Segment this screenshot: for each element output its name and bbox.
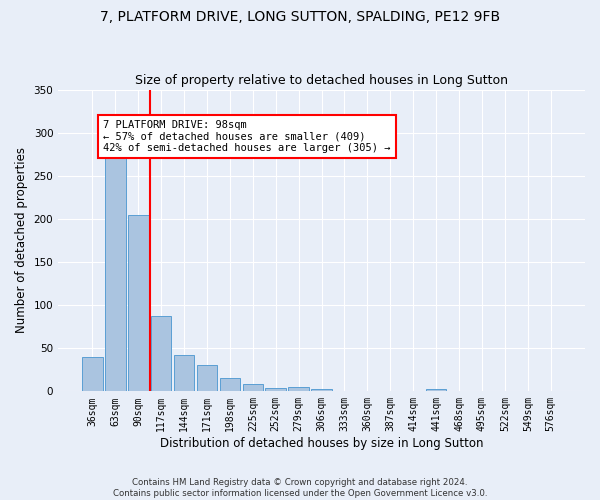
Text: 7, PLATFORM DRIVE, LONG SUTTON, SPALDING, PE12 9FB: 7, PLATFORM DRIVE, LONG SUTTON, SPALDING…: [100, 10, 500, 24]
Bar: [311, 388, 332, 392]
Bar: [220, 378, 240, 392]
Text: Contains HM Land Registry data © Crown copyright and database right 2024.
Contai: Contains HM Land Registry data © Crown c…: [113, 478, 487, 498]
Title: Size of property relative to detached houses in Long Sutton: Size of property relative to detached ho…: [135, 74, 508, 87]
Bar: [242, 384, 263, 392]
Bar: [105, 142, 125, 392]
X-axis label: Distribution of detached houses by size in Long Sutton: Distribution of detached houses by size …: [160, 437, 484, 450]
Bar: [289, 387, 309, 392]
Bar: [128, 216, 149, 392]
Bar: [151, 316, 172, 392]
Y-axis label: Number of detached properties: Number of detached properties: [15, 148, 28, 334]
Text: 7 PLATFORM DRIVE: 98sqm
← 57% of detached houses are smaller (409)
42% of semi-d: 7 PLATFORM DRIVE: 98sqm ← 57% of detache…: [103, 120, 391, 153]
Bar: [197, 366, 217, 392]
Bar: [265, 388, 286, 392]
Bar: [174, 355, 194, 392]
Bar: [426, 388, 446, 392]
Bar: [82, 357, 103, 392]
